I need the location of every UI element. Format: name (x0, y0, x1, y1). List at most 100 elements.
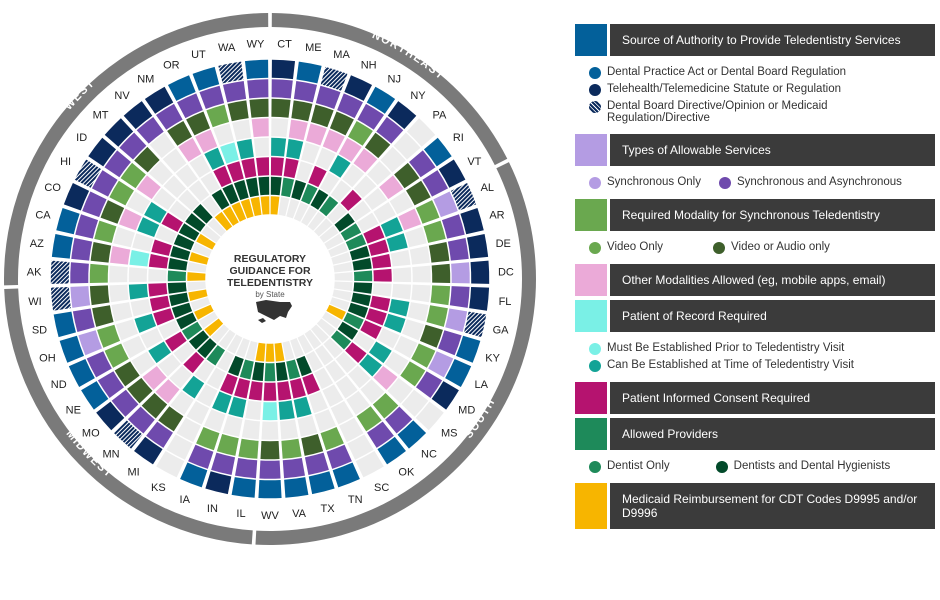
cell-wa-consent (241, 158, 257, 179)
cell-md-source (431, 381, 459, 410)
cell-ca-modality (94, 220, 117, 243)
legend-item: Synchronous and Asynchronous (718, 176, 902, 189)
cell-mn-por (169, 365, 192, 389)
cell-ut-providers (233, 180, 249, 201)
state-label-wi: WI (28, 296, 41, 308)
cell-ne-services (97, 371, 125, 398)
state-label-ga: GA (493, 324, 510, 336)
cell-ca-medicaid (189, 252, 209, 265)
cell-nj-por (329, 155, 351, 178)
cell-wy-medicaid (260, 196, 270, 215)
state-label-ak: AK (27, 267, 42, 279)
cell-md-consent (353, 331, 375, 352)
cell-ca-por (132, 233, 154, 252)
cell-ma-consent (296, 161, 313, 182)
cell-sc-modality (339, 417, 364, 443)
cell-ny-consent (330, 180, 352, 202)
cell-ma-medicaid (286, 198, 300, 219)
cell-ma-providers (291, 180, 307, 201)
cell-ca-source (56, 207, 80, 235)
cell-nv-consent (188, 180, 210, 202)
cell-ma-source (320, 66, 348, 91)
cell-me-medicaid (278, 196, 290, 217)
cell-ar-source (460, 207, 484, 235)
cell-wv-modality (260, 441, 280, 460)
state-label-sd: SD (32, 324, 47, 336)
legend-source-header: Source of Authority to Provide Teledenti… (575, 24, 935, 56)
cell-ia-por (212, 391, 232, 414)
cell-ny-providers (319, 196, 339, 217)
cell-ar-medicaid (331, 252, 351, 265)
cell-oh-providers (171, 302, 193, 319)
cell-ut-medicaid (240, 198, 254, 219)
cell-de-services (447, 237, 469, 261)
cell-mn-consent (183, 351, 205, 374)
cell-ms-other (373, 366, 398, 390)
legend-item: Must Be Established Prior to Teledentist… (589, 342, 935, 355)
cell-nh-source (344, 75, 373, 101)
state-label-mt: MT (93, 110, 109, 122)
cell-hi-consent (161, 212, 184, 232)
cell-nj-source (366, 86, 396, 114)
cell-al-other (398, 208, 422, 231)
cell-nh-other (322, 129, 345, 153)
state-label-il: IL (236, 508, 245, 520)
cell-wi-services (70, 286, 91, 308)
cell-az-other (110, 245, 131, 265)
cell-me-source (296, 61, 322, 84)
cell-vt-por (373, 202, 396, 224)
cell-tn-source (332, 462, 360, 488)
cell-ct-por (271, 137, 287, 157)
cell-tn-medicaid (290, 338, 304, 358)
cell-wi-providers (167, 282, 187, 294)
state-label-ny: NY (410, 90, 426, 102)
cell-id-modality (120, 162, 146, 189)
center-title-3: TELEDENTISTRY (227, 277, 313, 289)
cell-il-consent (248, 381, 263, 401)
legend-providers-title: Allowed Providers (610, 418, 935, 450)
cell-tx-providers (286, 359, 301, 380)
cell-nh-services (337, 93, 363, 119)
cell-co-services (82, 191, 107, 218)
cell-nm-consent (200, 172, 221, 194)
cell-az-medicaid (187, 262, 207, 273)
cell-in-consent (234, 378, 251, 399)
state-label-dc: DC (498, 267, 514, 279)
state-label-nm: NM (137, 73, 154, 85)
cell-pa-services (393, 132, 421, 160)
cell-ne-consent (165, 331, 187, 352)
cell-vt-services (422, 170, 449, 197)
cell-ny-por (342, 164, 365, 188)
cell-vt-modality (406, 180, 431, 206)
cell-md-por (369, 341, 392, 364)
cell-dc-consent (373, 268, 392, 282)
cell-nd-services (86, 351, 112, 378)
cell-az-services (71, 237, 93, 261)
state-label-nd: ND (51, 379, 67, 391)
cell-co-providers (173, 234, 195, 251)
state-label-al: AL (481, 182, 494, 194)
cell-sd-medicaid (188, 289, 208, 301)
cell-mo-medicaid (204, 318, 224, 337)
cell-wa-services (222, 80, 247, 103)
cell-ms-por (359, 354, 382, 377)
legend-por-header: Patient of Record Required (575, 300, 935, 332)
legend-providers-header: Allowed Providers (575, 418, 935, 450)
cell-va-por (278, 400, 295, 420)
cell-mt-por (163, 175, 187, 198)
cell-ct-services (271, 79, 293, 99)
cell-wi-other (109, 284, 129, 303)
cell-hi-other (126, 191, 151, 215)
legend-item: Dental Practice Act or Dental Board Regu… (589, 66, 935, 79)
cell-wy-providers (258, 176, 270, 196)
cell-ks-providers (216, 351, 235, 372)
cell-nh-modality (329, 111, 354, 136)
cell-mi-consent (194, 360, 215, 382)
cell-mt-providers (192, 204, 213, 224)
state-label-nc: NC (421, 448, 437, 460)
cell-ga-services (445, 308, 468, 332)
cell-az-modality (90, 241, 112, 263)
legend-label: Synchronous and Asynchronous (736, 176, 902, 188)
region-label: NORTHEAST (370, 29, 446, 83)
state-label-vt: VT (467, 156, 481, 168)
